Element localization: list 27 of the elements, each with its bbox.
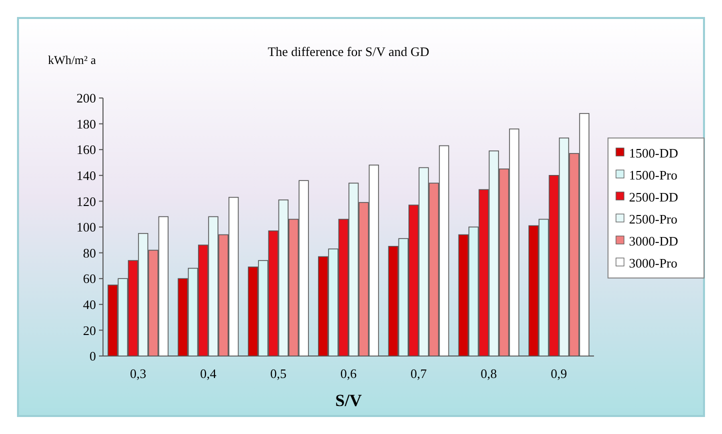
x-tick-label: 0,6 bbox=[340, 366, 358, 381]
y-tick-label: 20 bbox=[83, 322, 96, 338]
legend-label: 1500-Pro bbox=[629, 168, 678, 183]
x-tick-label: 0,5 bbox=[270, 366, 286, 381]
y-tick-label: 180 bbox=[76, 116, 96, 132]
legend-label: 3000-Pro bbox=[629, 256, 678, 271]
y-tick-label: 100 bbox=[76, 220, 96, 235]
legend-label: 2500-DD bbox=[629, 190, 678, 205]
x-tick-label: 0,8 bbox=[480, 366, 497, 381]
y-tick-label: 0 bbox=[90, 348, 96, 364]
y-tick-label: 80 bbox=[83, 245, 96, 260]
y-tick-label: 140 bbox=[76, 168, 96, 183]
x-tick-label: 0,7 bbox=[410, 366, 428, 381]
legend-label: 3000-DD bbox=[629, 234, 678, 249]
legend-label: 2500-Pro bbox=[629, 212, 678, 227]
legend-label: 1500-DD bbox=[629, 146, 678, 161]
chart-title: The difference for S/V and GD bbox=[268, 44, 430, 59]
y-tick-label: 120 bbox=[76, 194, 96, 209]
x-tick-label: 0,9 bbox=[550, 366, 568, 381]
y-tick-label: 200 bbox=[76, 90, 96, 106]
x-axis-title: S/V bbox=[335, 391, 362, 410]
y-axis-title: kWh/m² a bbox=[48, 53, 97, 67]
y-tick-label: 60 bbox=[83, 271, 96, 286]
x-tick-label: 0,3 bbox=[130, 366, 146, 381]
y-tick-label: 40 bbox=[83, 296, 96, 312]
y-tick-label: 160 bbox=[76, 142, 96, 158]
x-tick-label: 0,4 bbox=[200, 366, 217, 381]
